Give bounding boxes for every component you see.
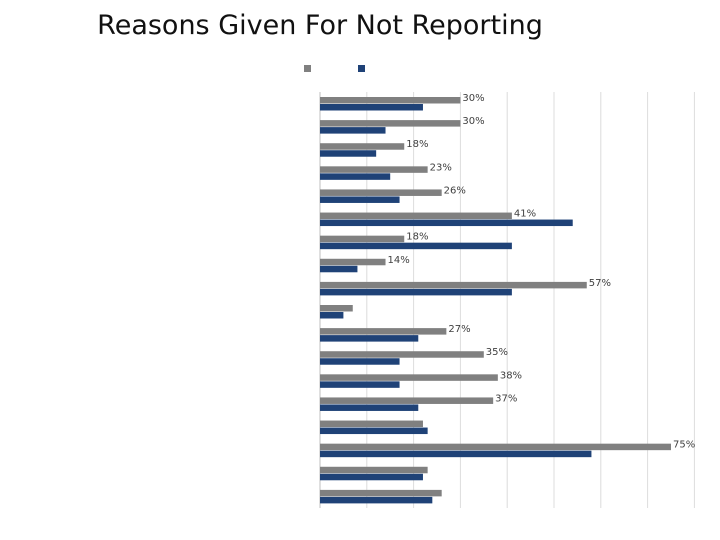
bar bbox=[320, 127, 386, 134]
data-label: 23% bbox=[430, 162, 452, 173]
chart-title: Reasons Given For Not Reporting bbox=[97, 10, 543, 41]
bar bbox=[320, 166, 428, 173]
bar bbox=[320, 443, 671, 451]
bar bbox=[320, 397, 494, 404]
data-label: 30% bbox=[462, 93, 484, 104]
data-label: 26% bbox=[444, 185, 466, 196]
bar bbox=[320, 173, 391, 180]
bar bbox=[320, 189, 442, 196]
bar bbox=[320, 473, 423, 481]
bar bbox=[320, 381, 400, 388]
bar bbox=[320, 120, 461, 127]
bars bbox=[320, 97, 671, 504]
bar bbox=[320, 265, 358, 273]
data-label: 18% bbox=[406, 139, 428, 150]
bar bbox=[320, 242, 512, 250]
bar bbox=[320, 358, 400, 365]
legend-marker bbox=[304, 65, 311, 72]
data-labels: 30% 30% 18% 23% 26% 41% 18% 14% 57% 27% 35% 38% 37% 7… bbox=[388, 93, 696, 451]
legend-marker bbox=[358, 65, 365, 72]
data-label: 38% bbox=[500, 370, 522, 381]
bar bbox=[320, 150, 377, 157]
bar bbox=[320, 288, 512, 296]
data-label: 35% bbox=[486, 347, 508, 358]
bar bbox=[320, 196, 400, 203]
data-label: 37% bbox=[495, 393, 517, 404]
bar bbox=[320, 450, 592, 458]
data-label: 30% bbox=[462, 116, 484, 127]
bar bbox=[320, 258, 386, 266]
bar bbox=[320, 312, 344, 319]
bar bbox=[320, 466, 428, 474]
bar bbox=[320, 496, 433, 504]
bar bbox=[320, 374, 498, 381]
bar bbox=[320, 97, 461, 104]
bar bbox=[320, 489, 442, 497]
bar bbox=[320, 335, 419, 342]
bar bbox=[320, 212, 512, 220]
bar bbox=[320, 404, 419, 411]
bar bbox=[320, 104, 423, 111]
data-label: 57% bbox=[589, 278, 611, 289]
bar bbox=[320, 351, 484, 358]
data-label: 27% bbox=[448, 324, 470, 335]
data-label: 41% bbox=[514, 209, 536, 220]
bar bbox=[320, 281, 587, 289]
bar bbox=[320, 143, 405, 150]
bar bbox=[320, 305, 353, 312]
bar bbox=[320, 328, 447, 335]
data-label: 14% bbox=[388, 255, 410, 266]
legend bbox=[304, 65, 365, 72]
gridlines bbox=[319, 92, 695, 508]
bar bbox=[320, 219, 573, 227]
bar bbox=[320, 420, 423, 428]
bar bbox=[320, 235, 405, 243]
bar bbox=[320, 427, 428, 435]
data-label: 18% bbox=[406, 232, 428, 243]
data-label: 75% bbox=[673, 440, 695, 451]
